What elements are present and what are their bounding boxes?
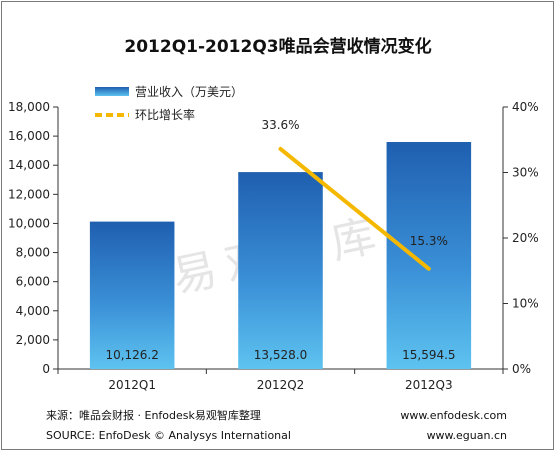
bar-data-label: 10,126.2 [105,348,158,362]
growth-rate-point [427,267,430,270]
bar-series [89,142,472,369]
left-tick-label: 4,000 [16,304,50,318]
line-data-label: 33.6% [261,118,299,132]
right-tick-label: 0% [512,362,531,376]
chart: 2012Q1-2012Q3唯品会营收情况变化 易观智库 02,0004,0006… [8,36,539,392]
left-tick-label: 2,000 [16,333,50,347]
x-tick-label: 2012Q3 [405,378,453,392]
bar [386,142,472,369]
source-cn: 来源：唯品会财报 · Enfodesk易观智库整理 [46,409,261,422]
right-tick-label: 20% [512,231,539,245]
axes: 0 2,000 4,000 6,000 8,000 10,000 12,000 14,000 1… [8,100,539,392]
left-tick-label: 18,000 [8,100,50,114]
line-series [278,146,431,271]
left-tick-label: 0 [42,362,50,376]
footer: 来源：唯品会财报 · Enfodesk易观智库整理 www.enfodesk.c… [2,406,555,450]
right-tick-label: 10% [512,297,539,311]
url-eguan[interactable]: www.eguan.cn [426,429,507,442]
left-tick-label: 6,000 [16,275,50,289]
x-tick-label: 2012Q2 [257,378,305,392]
growth-rate-line [278,146,431,271]
growth-rate-point [279,147,282,150]
left-tick-label: 12,000 [8,187,50,201]
legend-label-bar: 营业收入（万美元） [135,85,243,99]
line-data-label: 15.3% [410,234,448,248]
left-tick-label: 8,000 [16,246,50,260]
right-tick-label: 30% [512,166,539,180]
left-tick-label: 16,000 [8,129,50,143]
bar [238,172,323,369]
data-labels: 10,126.2 13,528.0 15,594.5 33.6% 15.3% [105,118,455,362]
bar-data-label: 13,528.0 [254,348,307,362]
chart-title: 2012Q1-2012Q3唯品会营收情况变化 [124,36,431,57]
right-tick-label: 40% [512,100,539,114]
legend-swatch-bar [95,87,129,96]
left-tick-label: 10,000 [8,216,50,230]
legend: 营业收入（万美元） 环比增长率 [95,85,243,122]
source-en: SOURCE: EnfoDesk © Analysys Internationa… [46,429,291,442]
bar [89,221,175,369]
url-enfodesk[interactable]: www.enfodesk.com [400,409,507,422]
left-tick-label: 14,000 [8,158,50,172]
bar-data-label: 15,594.5 [402,348,455,362]
x-tick-label: 2012Q1 [108,378,156,392]
legend-label-line: 环比增长率 [135,107,195,122]
